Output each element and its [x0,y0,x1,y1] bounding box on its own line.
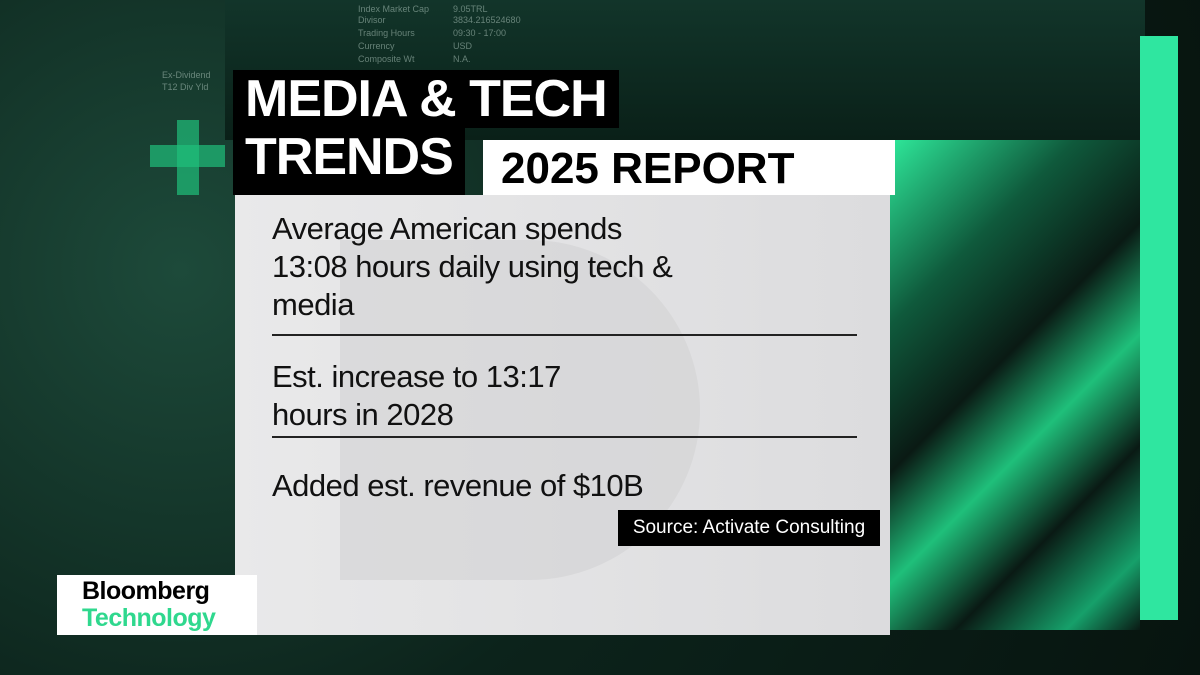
ticker-text: 9.05TRL [453,4,488,14]
ticker-text: Composite Wt [358,54,415,64]
item: Est. increase to 13:17 hours in 2028 [272,359,561,432]
ticker-text: T12 Div Yld [162,82,209,92]
divider [272,334,857,336]
green-bar [1140,36,1178,620]
ticker-text: Currency [358,41,395,51]
ticker-text: Index Market Cap [358,4,430,14]
ticker-text: Trading Hours [358,28,415,38]
ticker-text: 09:30 - 17:00 [453,28,507,38]
ticker-text: N.A. [453,54,471,64]
item: Average American spends 13:08 hours dail… [272,211,673,322]
ticker-text: USD [453,41,473,51]
divider [272,436,857,438]
title-line: TRENDS [233,128,465,195]
source: Source: Activate Consulting [618,510,880,546]
plus-v [177,120,199,195]
green-stripes [890,140,1140,630]
logo-section: Technology [57,605,257,635]
title-line: MEDIA & TECH [233,70,619,128]
ticker-text: Ex-Dividend [162,70,211,80]
logo-brand: Bloomberg [57,575,257,607]
ticker-text: Divisor [358,15,386,25]
item: Added est. revenue of $10B [272,468,644,503]
report-label: 2025 REPORT [483,140,895,195]
ticker-text: 3834.216524680 [453,15,521,25]
